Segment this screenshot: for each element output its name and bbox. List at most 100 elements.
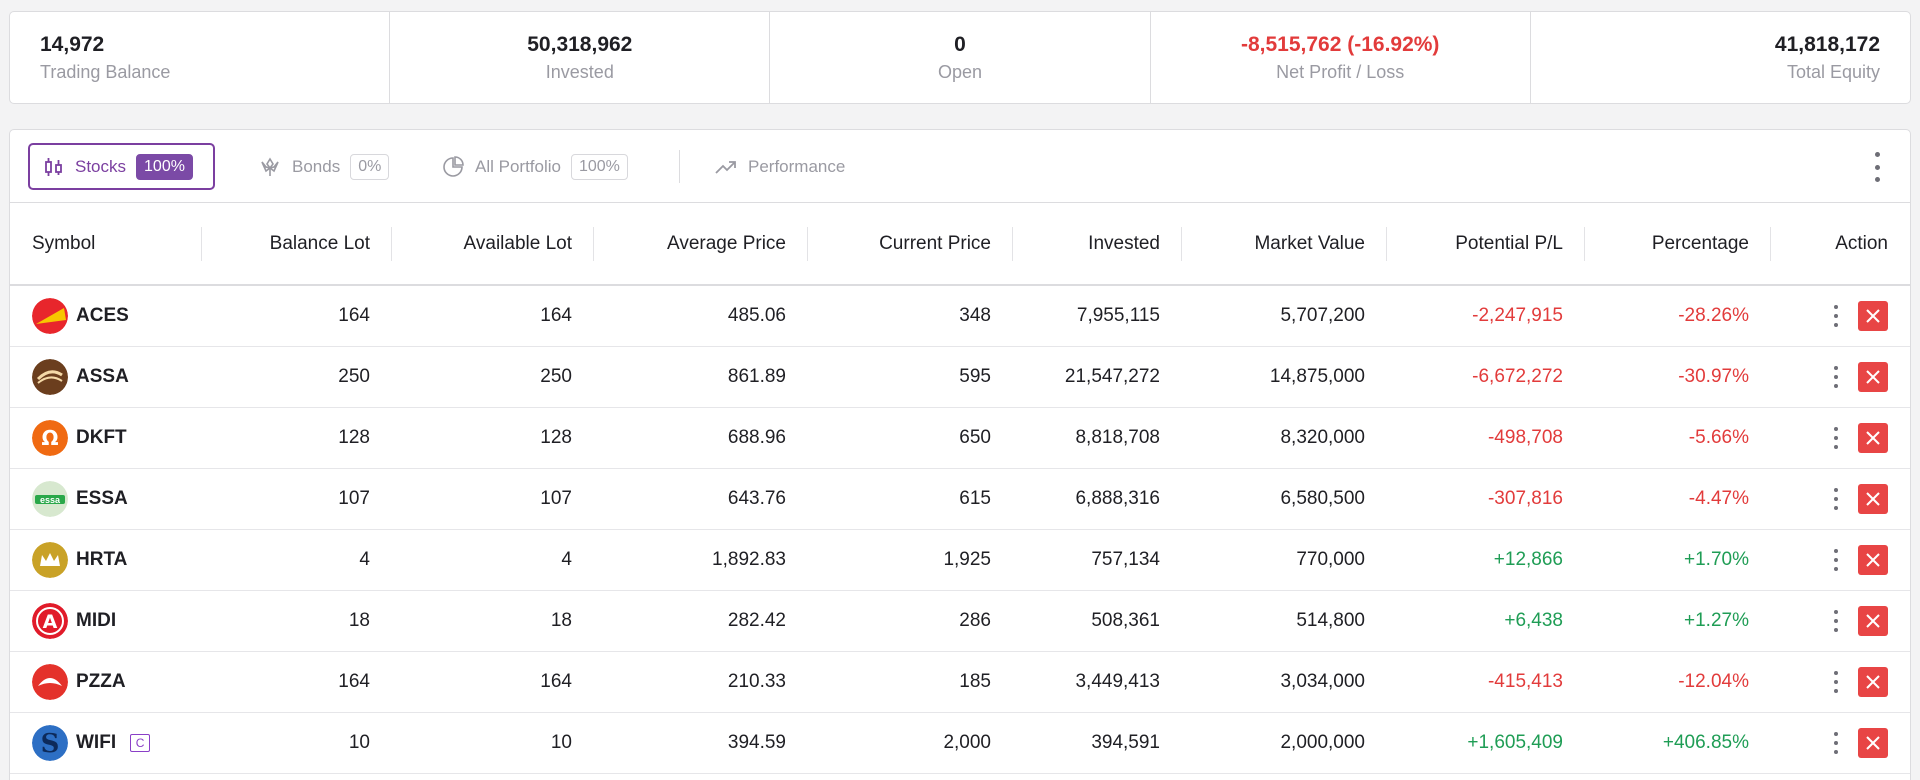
col-invested[interactable]: Invested: [1013, 203, 1182, 286]
row-more-icon[interactable]: [1832, 548, 1840, 571]
trading-balance-value: 14,972: [40, 32, 105, 56]
symbol-cell[interactable]: ACES: [10, 285, 202, 347]
available-lot-cell: 164: [392, 285, 594, 347]
col-action: Action: [1771, 203, 1910, 286]
invested-label: Invested: [545, 61, 614, 82]
potential-pl-cell: -498,708: [1387, 407, 1585, 469]
symbol-name: WIFI: [76, 731, 117, 753]
col-percentage[interactable]: Percentage: [1585, 203, 1771, 286]
action-cell: [1771, 285, 1910, 347]
col-balance-lot[interactable]: Balance Lot: [202, 203, 392, 286]
current-price-cell: 615: [808, 468, 1013, 530]
table-row[interactable]: ASSA 250 250 861.89 595 21,547,272 14,875,000-…: [10, 346, 1910, 408]
row-more-icon[interactable]: [1832, 487, 1840, 510]
close-icon[interactable]: [1858, 422, 1888, 453]
open-card: 0 Open: [770, 12, 1151, 103]
row-more-icon[interactable]: [1832, 609, 1840, 632]
net-pl-card: -8,515,762 (-16.92%) Net Profit / Loss: [1151, 12, 1531, 103]
row-more-icon[interactable]: [1832, 426, 1840, 449]
invested-cell: 757,134: [1013, 529, 1182, 591]
tab-all-portfolio-label: All Portfolio: [475, 156, 561, 176]
potential-pl-cell: -2,247,915: [1387, 285, 1585, 347]
col-current-price[interactable]: Current Price: [808, 203, 1013, 286]
potential-pl-cell: -307,816: [1387, 468, 1585, 530]
current-price-cell: 348: [808, 285, 1013, 347]
average-price-cell: 485.06: [594, 285, 808, 347]
average-price-cell: 643.76: [594, 468, 808, 530]
potential-pl-cell: -415,413: [1387, 651, 1585, 713]
tab-stocks-badge: 100%: [136, 153, 193, 180]
current-price-cell: 1,925: [808, 529, 1013, 591]
table-row[interactable]: PZZA 164 164 210.33 185 3,449,413 3,034,000 -41…: [10, 651, 1910, 713]
close-icon[interactable]: [1858, 605, 1888, 636]
average-price-cell: 1,892.83: [594, 529, 808, 591]
percentage-cell: -5.66%: [1585, 407, 1771, 469]
tab-stocks[interactable]: Stocks 100%: [28, 143, 215, 190]
row-more-icon[interactable]: [1832, 365, 1840, 388]
candlestick-icon: [43, 156, 65, 178]
available-lot-cell: 250: [392, 346, 594, 408]
table-row[interactable]: essa ESSA 107 107 643.76 615 6,888,316 6,580,50…: [10, 468, 1910, 530]
available-lot-cell: 128: [392, 407, 594, 469]
symbol-cell[interactable]: HRTA: [10, 529, 202, 591]
symbol-cell[interactable]: A MIDI: [10, 590, 202, 652]
table-row[interactable]: ACES 164 164 485.06 348 7,955,115 5,707,200 -2,…: [10, 285, 1910, 347]
row-more-icon[interactable]: [1832, 670, 1840, 693]
pie-chart-icon: [441, 155, 465, 179]
current-price-cell: 185: [808, 651, 1013, 713]
col-potential-pl[interactable]: Potential P/L: [1387, 203, 1585, 286]
total-equity-card: 41,818,172 Total Equity: [1531, 12, 1910, 103]
market-value-cell: 770,000: [1182, 529, 1387, 591]
close-icon[interactable]: [1858, 544, 1888, 575]
market-value-cell: 14,875,000: [1182, 346, 1387, 408]
tab-bonds-badge: 0%: [350, 153, 390, 180]
col-available-lot[interactable]: Available Lot: [392, 203, 594, 286]
tab-all-portfolio[interactable]: All Portfolio 100%: [441, 143, 628, 190]
close-icon[interactable]: [1858, 300, 1888, 331]
row-more-icon[interactable]: [1832, 731, 1840, 754]
invested-value: 50,318,962: [527, 32, 633, 56]
table-row[interactable]: HRTA 4 4 1,892.83 1,925 757,134 770,000 +12,866…: [10, 529, 1910, 591]
tab-bonds[interactable]: Bonds 0%: [258, 143, 390, 190]
more-options-icon[interactable]: [1872, 152, 1882, 182]
symbol-name: PZZA: [76, 670, 126, 692]
current-price-cell: 650: [808, 407, 1013, 469]
available-lot-cell: 18: [392, 590, 594, 652]
tab-performance-label: Performance: [748, 156, 846, 176]
col-average-price[interactable]: Average Price: [594, 203, 808, 286]
symbol-name: ACES: [76, 304, 129, 326]
market-value-cell: 2,000,000: [1182, 712, 1387, 774]
average-price-cell: 861.89: [594, 346, 808, 408]
symbol-cell[interactable]: essa ESSA: [10, 468, 202, 530]
tab-performance[interactable]: Performance: [714, 143, 845, 190]
percentage-cell: -4.47%: [1585, 468, 1771, 530]
symbol-cell[interactable]: S WIFI C: [10, 712, 202, 774]
table-row[interactable]: Ω DKFT 128 128 688.96 650 8,818,708 8,320,000 -4…: [10, 407, 1910, 469]
average-price-cell: 688.96: [594, 407, 808, 469]
potential-pl-cell: +6,438: [1387, 590, 1585, 652]
symbol-cell[interactable]: ASSA: [10, 346, 202, 408]
available-lot-cell: 10: [392, 712, 594, 774]
symbol-name: HRTA: [76, 548, 128, 570]
table-row[interactable]: S WIFI C 10 10 394.59 2,000 394,591 2,000,000 +1,…: [10, 712, 1910, 774]
available-lot-cell: 4: [392, 529, 594, 591]
close-icon[interactable]: [1858, 727, 1888, 758]
portfolio-panel: Stocks 100% Bonds 0% All Portfolio 100%: [9, 129, 1911, 780]
row-more-icon[interactable]: [1832, 304, 1840, 327]
invested-cell: 6,888,316: [1013, 468, 1182, 530]
invested-cell: 7,955,115: [1013, 285, 1182, 347]
symbol-cell[interactable]: Ω DKFT: [10, 407, 202, 469]
total-equity-label: Total Equity: [1786, 61, 1881, 82]
col-market-value[interactable]: Market Value: [1182, 203, 1387, 286]
market-value-cell: 8,320,000: [1182, 407, 1387, 469]
close-icon[interactable]: [1858, 361, 1888, 392]
wifi-logo-icon: S: [32, 724, 68, 761]
col-symbol[interactable]: Symbol: [10, 203, 202, 286]
close-icon[interactable]: [1858, 666, 1888, 697]
symbol-cell[interactable]: PZZA: [10, 651, 202, 713]
action-cell: [1771, 651, 1910, 713]
close-icon[interactable]: [1858, 483, 1888, 514]
percentage-cell: +1.27%: [1585, 590, 1771, 652]
potential-pl-cell: +12,866: [1387, 529, 1585, 591]
table-row[interactable]: A MIDI 18 18 282.42 286 508,361 514,800 +6,438 +1…: [10, 590, 1910, 652]
